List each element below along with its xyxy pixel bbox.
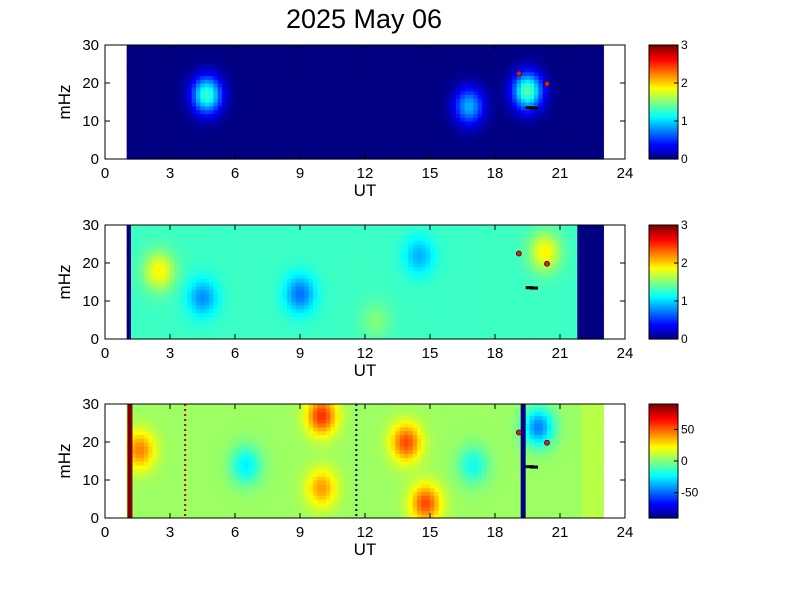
y-tick-label: 20 [82,255,99,272]
heatmap [126,225,604,340]
y-tick-label: 0 [91,331,99,348]
y-tick-label: 30 [82,396,99,413]
x-tick-label: 21 [552,165,569,182]
x-tick-label: 3 [166,165,174,182]
x-tick-label: 9 [296,165,304,182]
marker-black-1 [525,106,534,110]
x-tick-label: 12 [357,165,374,182]
marker-black-2 [530,286,538,290]
heatmap [126,45,604,160]
colorbar-tick-label: -50 [681,486,699,500]
colorbar-frame [648,224,679,340]
marker-red-1 [515,250,522,257]
x-tick-label: 3 [166,524,174,541]
x-tick-label: 24 [617,524,634,541]
y-tick-label: 30 [82,217,99,234]
marker-red-1 [515,429,522,436]
y-tick-label: 20 [82,75,99,92]
y-axis-label: mHz [55,265,74,300]
heatmap [126,404,604,519]
panel-3: 0 3 6 9 12 15 18 21 24 0 10 20 30 UT mHz 50 0 -50 [55,396,699,559]
y-tick-label: 0 [91,151,99,168]
marker-black-2 [530,465,538,469]
y-tick-label: 10 [82,472,99,489]
y-axis-label: mHz [55,444,74,479]
x-tick-label: 24 [617,165,634,182]
vertical-line-2 [520,404,526,518]
colorbar-tick-label: 3 [681,38,688,52]
marker-black-2 [530,106,538,110]
y-tick-label: 10 [82,293,99,310]
x-tick-label: 21 [552,345,569,362]
colorbar: 50 0 -50 [648,403,699,519]
marker-black-1 [525,286,534,290]
colorbar-tick-label: 3 [681,218,688,232]
x-tick-label: 0 [101,345,109,362]
x-tick-label: 9 [296,524,304,541]
y-tick-label: 30 [82,37,99,54]
colorbar-tick-label: 1 [681,294,688,308]
x-axis-label: UT [354,361,377,380]
x-tick-label: 0 [101,524,109,541]
x-tick-label: 15 [422,524,439,541]
marker-red-1 [515,70,522,77]
colorbar-tick-label: 0 [681,152,688,166]
x-tick-label: 6 [231,345,239,362]
x-axis-label: UT [354,540,377,559]
colorbar-tick-label: 2 [681,76,688,90]
x-tick-label: 12 [357,345,374,362]
x-axis-label: UT [354,181,377,200]
x-tick-label: 18 [487,165,504,182]
x-tick-label: 15 [422,345,439,362]
marker-black-1 [525,465,534,469]
y-tick-label: 0 [91,510,99,527]
colorbar-frame [648,44,679,160]
x-tick-label: 21 [552,524,569,541]
x-tick-label: 18 [487,345,504,362]
x-tick-label: 3 [166,345,174,362]
marker-red-2 [544,439,550,446]
marker-red-2 [544,260,550,267]
x-tick-label: 6 [231,524,239,541]
y-tick-label: 10 [82,113,99,130]
figure-title: 2025 May 06 [286,4,442,34]
x-tick-label: 0 [101,165,109,182]
x-tick-label: 15 [422,165,439,182]
x-tick-label: 6 [231,165,239,182]
x-tick-label: 18 [487,524,504,541]
colorbar-tick-label: 0 [681,332,688,346]
marker-red-2 [544,80,550,87]
colorbar-tick-label: 50 [681,422,695,436]
x-tick-label: 24 [617,345,634,362]
colorbar-tick-label: 1 [681,114,688,128]
x-tick-label: 12 [357,524,374,541]
colorbar-tick-label: 0 [681,454,688,468]
x-tick-label: 9 [296,345,304,362]
colorbar: 0 1 2 3 [648,38,688,166]
y-axis-label: mHz [55,85,74,120]
y-tick-label: 20 [82,434,99,451]
vertical-line-1 [127,404,133,518]
colorbar: 0 1 2 3 [648,218,688,346]
colorbar-tick-label: 2 [681,256,688,270]
